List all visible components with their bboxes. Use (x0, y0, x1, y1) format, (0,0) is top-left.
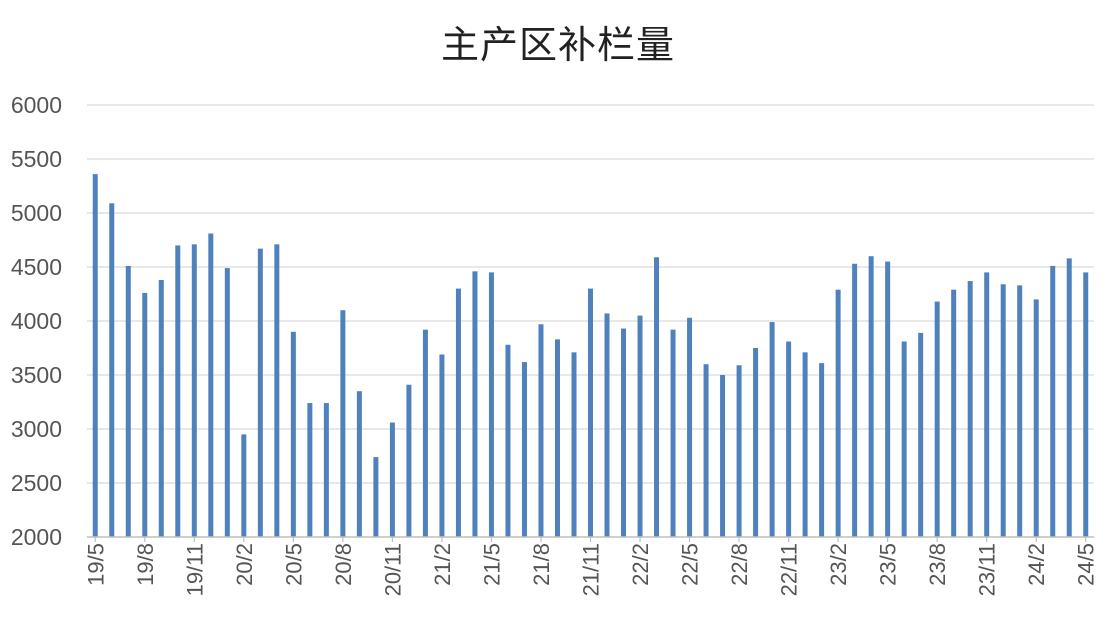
bar (356, 391, 362, 537)
bar (1017, 285, 1023, 537)
x-tick-label: 20/8 (331, 543, 356, 586)
bar (191, 244, 197, 537)
x-tick-label: 21/11 (579, 543, 604, 596)
bar (720, 375, 726, 537)
bar (472, 271, 478, 537)
bar (703, 364, 709, 537)
bar (1033, 299, 1039, 537)
bar (158, 279, 164, 537)
bar (538, 324, 544, 537)
bar (951, 289, 957, 537)
bar (571, 352, 577, 537)
bar (505, 344, 511, 537)
x-tick-label: 19/5 (83, 543, 108, 586)
bar (373, 457, 379, 537)
bar (1083, 272, 1089, 537)
bar (1066, 258, 1072, 537)
bar (257, 248, 263, 537)
bar (621, 328, 627, 537)
bar (967, 281, 973, 537)
bar (835, 289, 841, 537)
x-tick-label: 20/11 (380, 543, 405, 596)
y-axis-ticks: 2000 2500 3000 3500 4000 4500 5000 5500 6000 (11, 92, 62, 550)
bar (918, 332, 924, 537)
bar (786, 341, 792, 537)
bar (885, 261, 891, 537)
bar (934, 301, 940, 537)
x-tick-label: 21/8 (529, 543, 554, 586)
y-tick-label: 5000 (11, 200, 62, 226)
x-tick-label: 21/5 (479, 543, 504, 586)
bar (521, 362, 527, 537)
x-tick-label: 22/5 (678, 543, 703, 586)
bar (753, 348, 759, 537)
bar (175, 245, 181, 537)
bar (802, 352, 808, 537)
x-tick-label: 23/5 (876, 543, 901, 586)
bar (208, 233, 214, 537)
chart-title: 主产区补栏量 (440, 23, 675, 67)
bar (323, 403, 329, 537)
bar (109, 203, 115, 537)
bar (1050, 265, 1056, 537)
bar (241, 434, 247, 537)
bar (340, 310, 346, 537)
bar (488, 272, 494, 537)
y-tick-label: 2000 (11, 524, 62, 550)
y-tick-label: 5500 (11, 146, 62, 172)
bar (604, 313, 610, 537)
bar (687, 317, 693, 537)
bar (125, 265, 131, 537)
x-tick-label: 21/2 (430, 543, 455, 586)
axes (87, 536, 1094, 542)
x-tick-label: 23/8 (925, 543, 950, 586)
x-tick-label: 23/11 (975, 543, 1000, 596)
bar (654, 257, 660, 537)
x-tick-label: 24/2 (1024, 543, 1049, 586)
bar (290, 331, 296, 537)
bar (852, 263, 858, 537)
bar (984, 272, 990, 537)
x-axis-ticks: 19/5 19/8 19/11 20/2 20/5 20/8 20/11 21/2 21/5 21… (83, 543, 1098, 596)
y-tick-label: 3000 (11, 416, 62, 442)
bar (455, 288, 461, 537)
bar (554, 339, 560, 537)
bar (307, 403, 313, 537)
x-tick-label: 22/8 (727, 543, 752, 586)
bar (670, 329, 676, 537)
x-tick-label: 22/2 (628, 543, 653, 586)
x-tick-label: 24/5 (1074, 543, 1099, 586)
y-tick-label: 4000 (11, 308, 62, 334)
bar (224, 268, 230, 537)
bar (736, 365, 742, 537)
x-tick-label: 19/8 (133, 543, 158, 586)
y-tick-label: 2500 (11, 470, 62, 496)
y-tick-label: 6000 (11, 92, 62, 118)
bars (92, 174, 1089, 537)
bar (274, 244, 280, 537)
x-tick-label: 20/2 (232, 543, 257, 586)
bar (901, 341, 907, 537)
bar (769, 322, 775, 537)
bar (142, 292, 148, 537)
bar (588, 288, 593, 537)
bar (1000, 284, 1006, 537)
bar (819, 363, 825, 537)
bar (637, 315, 643, 537)
x-tick-label: 22/11 (777, 543, 802, 596)
y-tick-label: 3500 (11, 362, 62, 388)
x-tick-label: 23/2 (826, 543, 851, 586)
x-tick-label: 20/5 (281, 543, 306, 586)
y-tick-label: 4500 (11, 254, 62, 280)
bar (389, 422, 395, 537)
bar (439, 354, 445, 537)
bar (422, 329, 428, 537)
bar (868, 256, 874, 537)
bar (92, 174, 98, 537)
bar (406, 384, 412, 537)
x-tick-label: 19/11 (182, 543, 207, 596)
